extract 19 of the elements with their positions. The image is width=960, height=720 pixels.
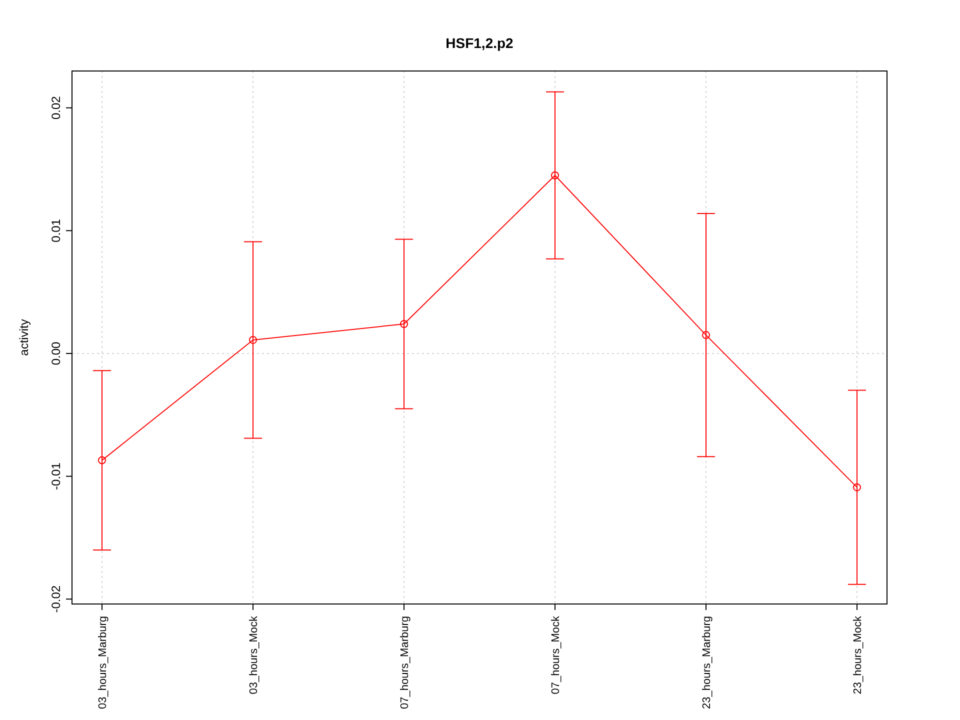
x-tick-label: 23_hours_Mock <box>852 616 864 694</box>
y-tick-label: 0.01 <box>49 218 63 242</box>
x-tick-label: 03_hours_Mock <box>248 616 260 694</box>
point <box>400 320 408 328</box>
point <box>249 336 257 344</box>
point <box>702 331 710 340</box>
y-tick-label: 0.00 <box>49 341 63 366</box>
x-tick-label: 07_hours_Mock <box>550 616 562 694</box>
x-tick-label: 07_hours_Marburg <box>399 616 411 709</box>
chart-title: HSF1,2.p2 <box>446 35 514 51</box>
y-tick-label: -0.01 <box>49 462 63 490</box>
x-tick-label: 23_hours_Marburg <box>701 616 713 709</box>
y-axis-title: activity <box>17 319 31 356</box>
y-tick-label: 0.02 <box>49 96 63 120</box>
x-tick-label: 03_hours_Marburg <box>97 616 109 709</box>
point <box>98 456 106 464</box>
point <box>551 171 559 180</box>
y-tick-label: -0.02 <box>49 585 63 613</box>
point <box>853 483 861 492</box>
